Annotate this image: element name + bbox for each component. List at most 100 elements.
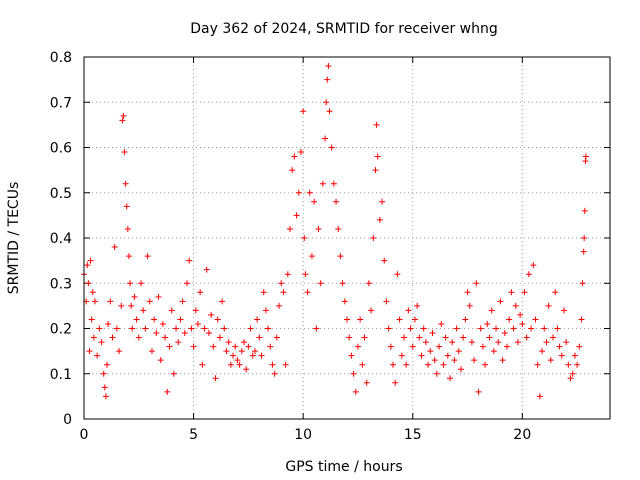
data-point <box>124 225 131 232</box>
data-point <box>436 343 443 350</box>
data-point <box>276 302 283 309</box>
data-point <box>118 302 125 309</box>
data-point <box>372 167 379 174</box>
data-point <box>219 298 226 305</box>
data-point <box>464 289 471 296</box>
data-point <box>453 325 460 332</box>
data-point <box>333 198 340 205</box>
data-point <box>381 257 388 264</box>
data-point <box>523 334 530 341</box>
data-point <box>400 334 407 341</box>
data-point <box>311 198 318 205</box>
data-point <box>574 361 581 368</box>
data-point <box>425 361 432 368</box>
data-point <box>414 302 421 309</box>
data-point <box>216 334 223 341</box>
data-point <box>159 320 166 327</box>
data-point <box>315 225 322 232</box>
data-point <box>256 334 263 341</box>
data-point <box>444 352 451 359</box>
data-point <box>210 343 217 350</box>
data-point <box>102 393 109 400</box>
data-point <box>335 225 342 232</box>
data-point <box>512 302 519 309</box>
data-point <box>105 320 112 327</box>
data-point <box>140 307 147 314</box>
data-point <box>146 298 153 305</box>
x-axis-label: GPS time / hours <box>285 459 402 475</box>
data-point <box>403 361 410 368</box>
data-point <box>370 235 377 241</box>
data-point <box>234 357 241 364</box>
data-point <box>142 325 149 332</box>
data-point <box>552 289 559 296</box>
data-point <box>254 316 261 323</box>
data-point <box>125 253 132 260</box>
data-point <box>203 266 210 273</box>
data-point <box>581 235 588 241</box>
y-tick-label: 0 <box>63 412 72 428</box>
data-point <box>240 339 247 346</box>
data-point <box>157 357 164 364</box>
data-point <box>116 348 123 355</box>
data-point <box>525 271 532 278</box>
data-point <box>84 262 91 269</box>
data-point <box>348 352 355 359</box>
data-point <box>449 339 456 346</box>
data-point <box>579 280 586 287</box>
data-point <box>201 325 208 332</box>
data-point <box>567 375 574 382</box>
data-point <box>122 180 129 187</box>
data-point <box>490 348 497 355</box>
data-point <box>482 361 489 368</box>
data-point <box>390 361 397 368</box>
data-point <box>131 293 138 300</box>
data-point <box>90 334 97 341</box>
data-point <box>278 280 285 287</box>
data-point <box>88 316 95 323</box>
data-point <box>354 343 361 350</box>
data-point <box>429 330 436 337</box>
data-point <box>532 316 539 323</box>
data-point <box>420 325 427 332</box>
data-point <box>379 198 386 205</box>
data-point <box>313 325 320 332</box>
data-point <box>262 307 269 314</box>
data-point <box>129 325 136 332</box>
data-point <box>442 334 449 341</box>
data-point <box>113 325 120 332</box>
data-point <box>528 325 535 332</box>
data-point <box>170 370 177 377</box>
data-point <box>468 339 475 346</box>
data-point <box>137 280 144 287</box>
data-point <box>223 348 230 355</box>
data-point <box>352 388 359 395</box>
data-point <box>302 271 309 278</box>
data-point <box>392 379 399 386</box>
x-tick-label: 20 <box>513 427 531 443</box>
data-point <box>91 298 98 305</box>
data-point <box>232 343 239 350</box>
data-point <box>427 348 434 355</box>
data-point <box>326 108 333 115</box>
data-point <box>460 334 467 341</box>
data-point <box>194 320 201 327</box>
data-point <box>324 76 331 83</box>
data-point <box>98 339 105 346</box>
data-point <box>230 352 237 359</box>
data-point <box>344 316 350 323</box>
data-point <box>243 366 250 373</box>
data-point <box>251 348 258 355</box>
y-tick-label: 0.5 <box>50 186 72 202</box>
data-point <box>107 298 114 305</box>
data-point <box>501 330 508 337</box>
data-point <box>455 348 462 355</box>
data-point <box>192 307 199 314</box>
y-tick-label: 0.4 <box>50 231 72 247</box>
data-point <box>291 153 298 160</box>
data-point <box>120 112 127 119</box>
data-point <box>341 298 348 305</box>
data-point <box>484 320 491 327</box>
data-point <box>510 325 517 332</box>
